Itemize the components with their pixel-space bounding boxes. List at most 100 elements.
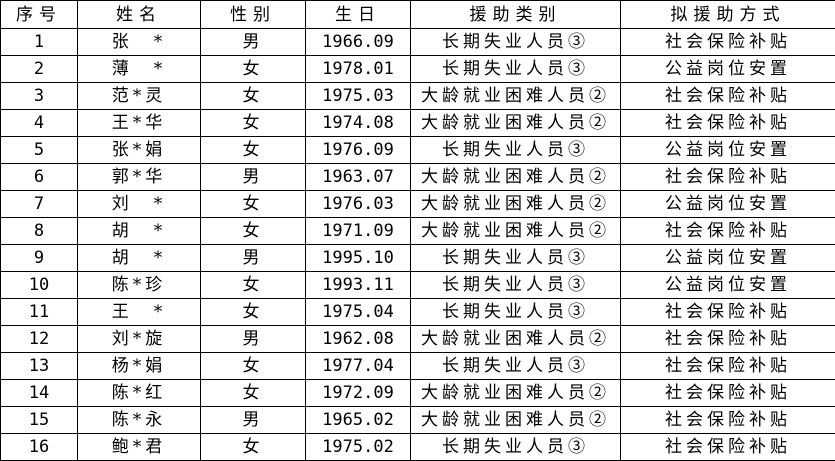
cell-index: 4	[1, 110, 78, 137]
cell-name: 杨*娟	[78, 353, 201, 380]
cell-gender: 女	[201, 272, 306, 299]
cell-assistance-method: 公益岗位安置	[621, 272, 835, 299]
cell-assistance-category: 大龄就业困难人员②	[411, 380, 621, 407]
header-assistance-method: 拟援助方式	[621, 1, 835, 29]
cell-assistance-method: 社会保险补贴	[621, 353, 835, 380]
cell-gender: 女	[201, 353, 306, 380]
cell-name: 王 *	[78, 299, 201, 326]
cell-assistance-category: 大龄就业困难人员②	[411, 110, 621, 137]
cell-birthday: 1976.03	[306, 191, 411, 218]
cell-assistance-category: 大龄就业困难人员②	[411, 164, 621, 191]
cell-assistance-category: 长期失业人员③	[411, 353, 621, 380]
cell-name: 胡 *	[78, 245, 201, 272]
cell-gender: 男	[201, 245, 306, 272]
header-name: 姓名	[78, 1, 201, 29]
cell-index: 8	[1, 218, 78, 245]
cell-index: 15	[1, 407, 78, 434]
cell-index: 2	[1, 56, 78, 83]
cell-name: 陈*红	[78, 380, 201, 407]
header-index: 序号	[1, 1, 78, 29]
cell-assistance-category: 大龄就业困难人员②	[411, 218, 621, 245]
cell-birthday: 1993.11	[306, 272, 411, 299]
cell-name: 薄 *	[78, 56, 201, 83]
cell-assistance-method: 社会保险补贴	[621, 434, 835, 461]
cell-index: 14	[1, 380, 78, 407]
cell-index: 9	[1, 245, 78, 272]
cell-birthday: 1977.04	[306, 353, 411, 380]
cell-name: 刘*旋	[78, 326, 201, 353]
cell-assistance-method: 社会保险补贴	[621, 110, 835, 137]
cell-assistance-category: 长期失业人员③	[411, 137, 621, 164]
cell-gender: 女	[201, 110, 306, 137]
cell-birthday: 1972.09	[306, 380, 411, 407]
header-assistance-category: 援助类别	[411, 1, 621, 29]
header-gender: 性别	[201, 1, 306, 29]
cell-assistance-method: 社会保险补贴	[621, 326, 835, 353]
cell-birthday: 1975.02	[306, 434, 411, 461]
cell-gender: 女	[201, 191, 306, 218]
cell-gender: 女	[201, 56, 306, 83]
cell-name: 王*华	[78, 110, 201, 137]
cell-index: 12	[1, 326, 78, 353]
cell-gender: 女	[201, 137, 306, 164]
cell-birthday: 1971.09	[306, 218, 411, 245]
cell-name: 张 *	[78, 29, 201, 56]
cell-index: 10	[1, 272, 78, 299]
cell-name: 郭*华	[78, 164, 201, 191]
cell-name: 鲍*君	[78, 434, 201, 461]
cell-gender: 女	[201, 380, 306, 407]
cell-gender: 女	[201, 434, 306, 461]
cell-name: 张*娟	[78, 137, 201, 164]
cell-assistance-method: 社会保险补贴	[621, 218, 835, 245]
cell-index: 13	[1, 353, 78, 380]
cell-assistance-method: 社会保险补贴	[621, 29, 835, 56]
cell-index: 16	[1, 434, 78, 461]
cell-assistance-method: 社会保险补贴	[621, 380, 835, 407]
cell-birthday: 1965.02	[306, 407, 411, 434]
cell-index: 6	[1, 164, 78, 191]
cell-gender: 男	[201, 164, 306, 191]
cell-assistance-method: 社会保险补贴	[621, 83, 835, 110]
cell-birthday: 1963.07	[306, 164, 411, 191]
cell-index: 7	[1, 191, 78, 218]
cell-name: 胡 *	[78, 218, 201, 245]
cell-birthday: 1975.03	[306, 83, 411, 110]
cell-index: 5	[1, 137, 78, 164]
cell-assistance-category: 长期失业人员③	[411, 299, 621, 326]
cell-name: 陈*珍	[78, 272, 201, 299]
cell-name: 刘 *	[78, 191, 201, 218]
cell-birthday: 1962.08	[306, 326, 411, 353]
header-birthday: 生日	[306, 1, 411, 29]
cell-birthday: 1976.09	[306, 137, 411, 164]
cell-index: 11	[1, 299, 78, 326]
cell-gender: 女	[201, 218, 306, 245]
cell-assistance-category: 大龄就业困难人员②	[411, 191, 621, 218]
cell-assistance-category: 长期失业人员③	[411, 272, 621, 299]
cell-index: 1	[1, 29, 78, 56]
cell-assistance-category: 大龄就业困难人员②	[411, 83, 621, 110]
cell-assistance-method: 社会保险补贴	[621, 407, 835, 434]
cell-gender: 男	[201, 407, 306, 434]
cell-assistance-category: 大龄就业困难人员②	[411, 326, 621, 353]
cell-gender: 女	[201, 299, 306, 326]
cell-gender: 男	[201, 29, 306, 56]
cell-gender: 男	[201, 326, 306, 353]
cell-birthday: 1978.01	[306, 56, 411, 83]
cell-birthday: 1974.08	[306, 110, 411, 137]
cell-birthday: 1995.10	[306, 245, 411, 272]
